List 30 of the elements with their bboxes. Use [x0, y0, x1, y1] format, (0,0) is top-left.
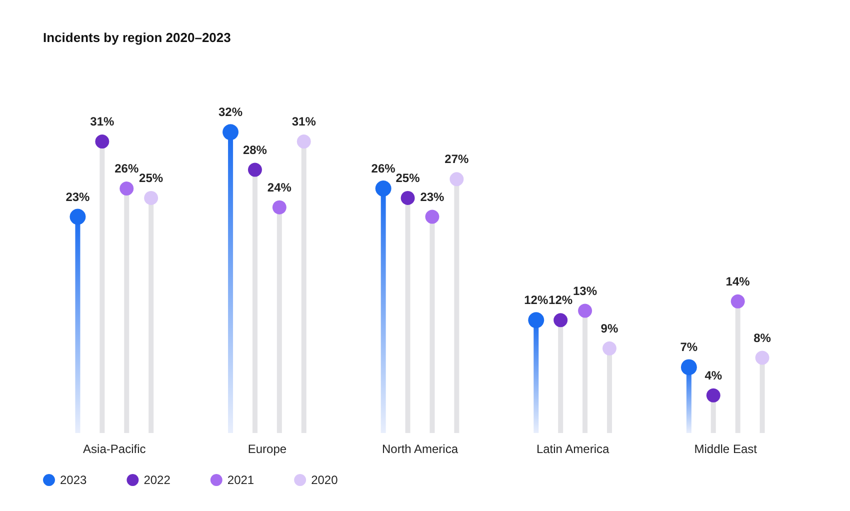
data-label: 8% — [754, 330, 772, 345]
data-label: 14% — [726, 274, 750, 288]
data-label: 13% — [573, 284, 598, 298]
x-tick-label: Middle East — [694, 442, 758, 456]
data-label: 32% — [218, 105, 243, 120]
data-label: 4% — [704, 368, 722, 382]
data-label: 31% — [292, 114, 316, 129]
x-tick-label: North America — [382, 442, 458, 456]
data-label: 23% — [66, 190, 90, 204]
data-label: 12% — [548, 293, 573, 308]
data-label: 7% — [680, 340, 698, 354]
data-label: 27% — [444, 152, 470, 166]
legend-label: 2022 — [144, 473, 171, 487]
legend-label: 2023 — [60, 473, 88, 487]
chart-title: Incidents by region 2020–2023 — [43, 30, 231, 45]
data-label: 26% — [114, 162, 139, 176]
data-label: 24% — [267, 180, 292, 194]
data-label: 31% — [90, 114, 115, 129]
legend-label: 2020 — [311, 473, 338, 487]
legend-label: 2021 — [227, 473, 254, 487]
x-tick-label: Europe — [248, 442, 287, 456]
x-tick-label: Latin America — [536, 442, 610, 456]
data-label: 23% — [420, 190, 445, 204]
data-label: 28% — [242, 142, 268, 157]
data-label: 9% — [600, 321, 618, 336]
data-label: 25% — [139, 170, 164, 185]
data-label: 12% — [524, 293, 548, 308]
data-label: 26% — [371, 162, 396, 176]
x-tick-label: Asia-Pacific — [83, 442, 146, 456]
data-label: 25% — [396, 170, 420, 185]
